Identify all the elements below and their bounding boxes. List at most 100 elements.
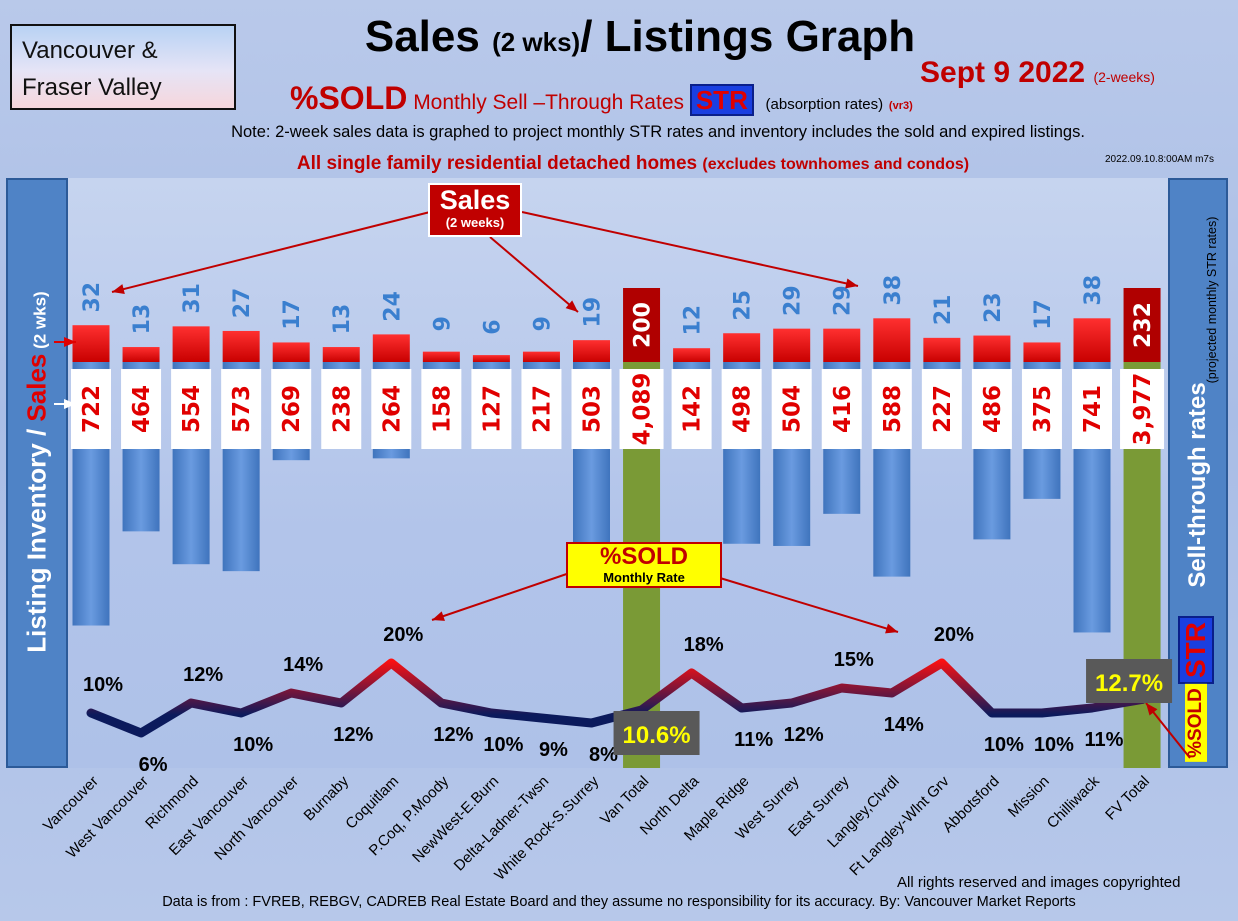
pct-label-langley-clvrdl: 14% bbox=[884, 714, 924, 736]
sold-arrow-left bbox=[431, 565, 591, 621]
pct-label-p-coq-p-moody: 12% bbox=[433, 724, 473, 746]
sales-bar-maple-ridge bbox=[723, 333, 761, 362]
listing-label-box-delta-ladner-twsn bbox=[521, 369, 562, 449]
sales-bar-coquitlam bbox=[372, 334, 410, 362]
pct-label-newwest-e-burn: 10% bbox=[483, 734, 523, 756]
listing-label-box-van-total bbox=[619, 369, 664, 449]
listing-label-maple-ridge: 498 bbox=[730, 385, 756, 433]
listing-label-fv-total: 3,977 bbox=[1130, 373, 1156, 446]
sales-label-west-vancouver: 13 bbox=[130, 304, 155, 335]
total-pct-box-fv-total bbox=[1086, 659, 1173, 703]
listing-label-box-mission bbox=[1021, 369, 1062, 449]
sales-bar-mission bbox=[1023, 342, 1061, 362]
listing-label-box-vancouver bbox=[71, 369, 111, 449]
sales-label-vancouver: 32 bbox=[80, 282, 105, 313]
pct-label-abbotsford: 10% bbox=[984, 734, 1024, 756]
sales-label-east-surrey: 29 bbox=[831, 285, 856, 316]
listing-label-p-coq-p-moody: 158 bbox=[429, 385, 455, 433]
sales-bar-white-rock-s-surrey bbox=[573, 340, 610, 362]
data-labels: 722 32 464 13 554 31 573 27 269 17 238 13 264 24 158 9 1… bbox=[71, 275, 1165, 449]
listing-label-box-p-coq-p-moody bbox=[421, 369, 462, 449]
listing-label-white-rock-s-surrey: 503 bbox=[580, 385, 606, 433]
pct-label-west-vancouver: 6% bbox=[139, 754, 168, 776]
listing-label-vancouver: 722 bbox=[79, 385, 105, 433]
sales-label-north-delta: 12 bbox=[681, 305, 706, 336]
sales-label-langley-clvrdl: 38 bbox=[881, 275, 906, 306]
sales-bar-west-surrey bbox=[773, 328, 811, 362]
sales-callout-sub: (2 weeks) bbox=[445, 215, 505, 230]
pct-label-east-surrey: 15% bbox=[834, 649, 874, 671]
total-pct-label-van-total: 10.6% bbox=[623, 722, 691, 749]
scope-main: All single family residential detached h… bbox=[296, 153, 698, 174]
total-pct-label-fv-total: 12.7% bbox=[1095, 670, 1163, 697]
sales-label-west-surrey: 29 bbox=[781, 285, 806, 316]
listing-label-box-east-vancouver bbox=[221, 369, 262, 449]
scope-sub: (excludes townhomes and condos) bbox=[702, 156, 970, 173]
sales-arrow-left bbox=[111, 211, 431, 293]
listing-label-box-north-vancouver bbox=[271, 369, 312, 449]
category-label-north-vancouver: North Vancouver bbox=[211, 773, 302, 864]
sales-label-north-vancouver: 17 bbox=[280, 299, 305, 330]
listing-label-box-burnaby bbox=[321, 369, 362, 449]
listing-label-box-west-vancouver bbox=[121, 369, 162, 449]
sales-label-van-total: 200 bbox=[631, 302, 656, 348]
listing-label-newwest-e-burn: 127 bbox=[479, 385, 505, 433]
pct-label-maple-ridge: 11% bbox=[734, 729, 773, 751]
sales-label-maple-ridge: 25 bbox=[731, 290, 756, 321]
category-label-delta-ladner-twsn: Delta-Ladner-Twsn bbox=[451, 773, 553, 875]
listing-label-north-vancouver: 269 bbox=[279, 385, 305, 433]
subtitle: %SOLD Monthly Sell –Through Rates STR (a… bbox=[290, 80, 913, 117]
listing-label-richmond: 554 bbox=[179, 385, 205, 433]
sales-label-fv-total: 232 bbox=[1131, 302, 1156, 348]
sales-label-delta-ladner-twsn: 9 bbox=[530, 316, 555, 331]
sales-label-ft-langley-wlnt-grv: 21 bbox=[931, 295, 956, 326]
listing-label-delta-ladner-twsn: 217 bbox=[529, 385, 555, 433]
date-note: (2-weeks) bbox=[1093, 69, 1155, 85]
timestamp: 2022.09.10.8:00AM m7s bbox=[1105, 154, 1214, 165]
listing-label-box-abbotsford bbox=[971, 369, 1012, 449]
listing-label-east-vancouver: 573 bbox=[229, 385, 255, 433]
sales-label-newwest-e-burn: 6 bbox=[480, 319, 505, 334]
listing-label-mission: 375 bbox=[1030, 385, 1056, 433]
pct-label-west-surrey: 12% bbox=[784, 724, 824, 746]
pct-label-white-rock-s-surrey: 8% bbox=[589, 744, 618, 766]
sales-bar-richmond bbox=[172, 326, 210, 362]
sales-bar-langley-clvrdl bbox=[873, 318, 911, 362]
sold-rate-line: 10% 6% 12% 10% 14% 12% 20% 12% 10% 9% 8%10.6% 18% 11… bbox=[83, 624, 1173, 776]
sales-bar-ft-langley-wlnt-grv bbox=[923, 337, 961, 362]
source-note: Data is from : FVREB, REBGV, CADREB Real… bbox=[162, 894, 1076, 910]
sold-callout: %SOLD Monthly Rate bbox=[566, 542, 722, 588]
sales-bar-van-total bbox=[623, 288, 661, 362]
listing-label-abbotsford: 486 bbox=[980, 385, 1006, 433]
sales-bar-chilliwack bbox=[1073, 318, 1111, 362]
scope-note: All single family residential detached h… bbox=[0, 153, 1238, 175]
listing-label-van-total: 4,089 bbox=[630, 373, 656, 446]
sales-bar-north-vancouver bbox=[272, 342, 310, 362]
listing-label-west-vancouver: 464 bbox=[129, 385, 155, 433]
listing-label-box-langley-clvrdl bbox=[871, 369, 912, 449]
listing-label-west-surrey: 504 bbox=[780, 385, 806, 433]
pct-label-coquitlam: 20% bbox=[383, 624, 423, 646]
sales-bar-east-vancouver bbox=[222, 330, 260, 362]
sales-label-east-vancouver: 27 bbox=[230, 288, 255, 319]
listing-label-chilliwack: 741 bbox=[1080, 385, 1106, 433]
sold-arrow-right bbox=[719, 577, 899, 633]
pct-label-north-vancouver: 14% bbox=[283, 654, 323, 676]
pct-label-vancouver: 10% bbox=[83, 674, 123, 696]
listing-label-box-white-rock-s-surrey bbox=[571, 369, 612, 449]
sales-label-coquitlam: 24 bbox=[380, 291, 405, 322]
callout-arrows bbox=[54, 211, 1191, 759]
sales-bar-east-surrey bbox=[823, 328, 861, 362]
sales-label-white-rock-s-surrey: 19 bbox=[581, 297, 606, 328]
sold-axis-arrow-head bbox=[1146, 703, 1158, 716]
total-pct-box-van-total bbox=[613, 711, 700, 755]
sales-bars bbox=[72, 288, 1161, 362]
region-line-1: Vancouver & bbox=[22, 37, 158, 64]
sales-label-richmond: 31 bbox=[180, 283, 205, 314]
category-label-mission: Mission bbox=[1005, 773, 1053, 821]
sales-callout-title: Sales bbox=[439, 185, 511, 215]
sales-bar-fv-total bbox=[1123, 288, 1161, 362]
listing-label-box-coquitlam bbox=[371, 369, 412, 449]
subtitle-text: Monthly Sell –Through Rates bbox=[413, 91, 684, 114]
listing-label-east-surrey: 416 bbox=[830, 385, 856, 433]
